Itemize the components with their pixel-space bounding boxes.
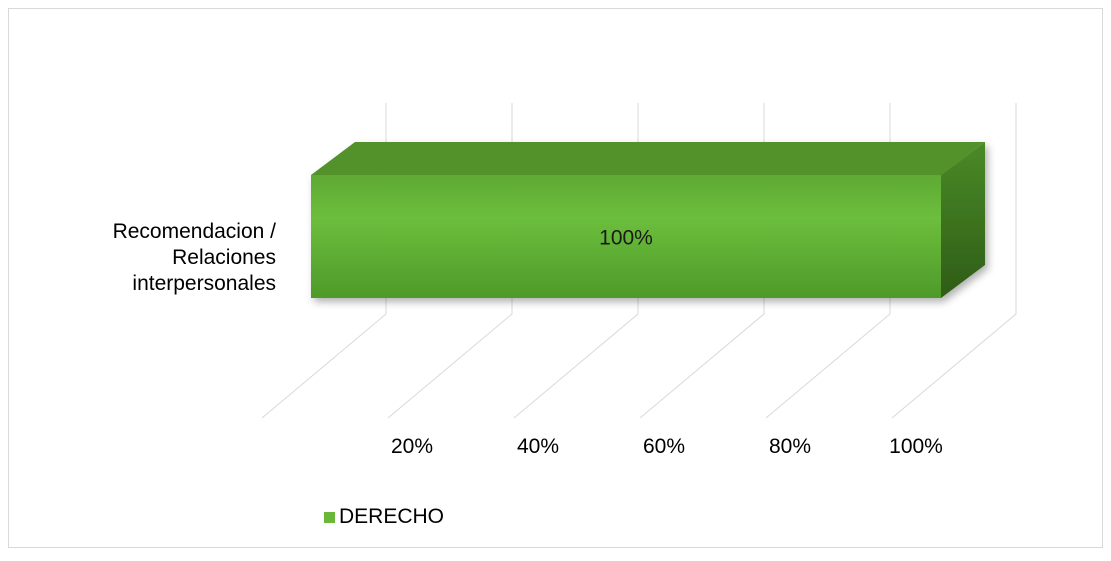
- legend-label: DERECHO: [339, 505, 444, 528]
- tick-label: 100%: [889, 435, 943, 458]
- category-label: interpersonales: [132, 272, 276, 295]
- bar: [311, 142, 985, 298]
- bar-top-face: [311, 142, 985, 175]
- bar-side-face: [941, 142, 985, 298]
- category-label: Relaciones: [172, 246, 276, 269]
- tick-label: 40%: [517, 435, 559, 458]
- value-axis-labels: 20% 40% 60% 80% 100%: [391, 435, 943, 458]
- legend: DERECHO: [324, 505, 444, 528]
- data-label: 100%: [599, 227, 653, 250]
- bar-front-face: [311, 175, 941, 298]
- legend-swatch: [324, 512, 335, 523]
- tick-label: 80%: [769, 435, 811, 458]
- chart-border: [8, 8, 1103, 548]
- category-label: Recomendacion /: [113, 220, 277, 243]
- tick-label: 20%: [391, 435, 433, 458]
- category-axis-labels: Recomendacion / Relaciones interpersonales: [113, 220, 277, 295]
- gridline: [891, 103, 1017, 419]
- bars: 100%: [311, 142, 985, 298]
- tick-label: 60%: [643, 435, 685, 458]
